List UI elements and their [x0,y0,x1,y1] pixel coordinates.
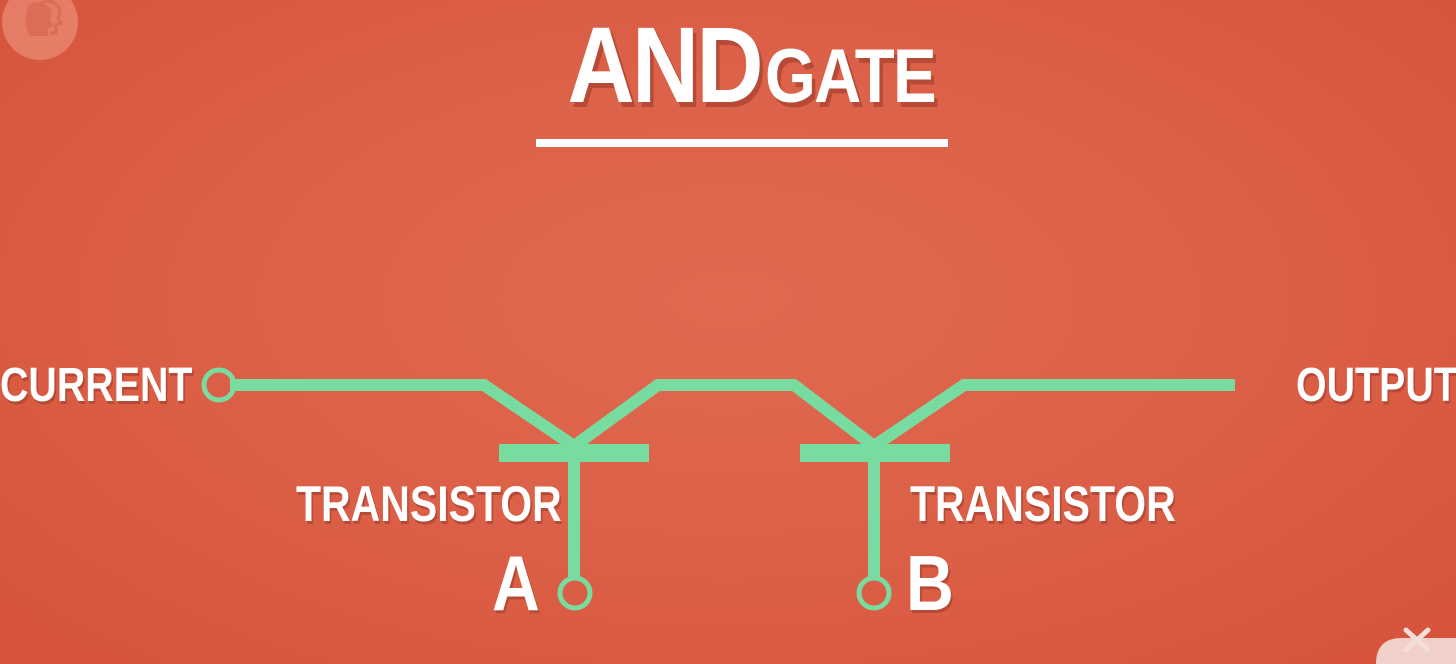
title-main: AND [567,4,763,125]
output-label: OUTPUT [1296,359,1456,412]
transistor-b-label: TRANSISTOR [910,476,1176,532]
x-close-icon[interactable] [1376,624,1456,664]
transistor-a-label: TRANSISTOR [296,476,562,532]
title-underline [536,139,948,147]
pbs-logo-icon [2,0,78,60]
current-terminal-icon [201,367,237,403]
transistor-b-bar [800,444,950,462]
current-label: CURRENT [0,359,193,412]
transistor-a-terminal-icon [557,575,593,611]
transistor-a-bar [499,444,649,462]
current-wire [230,379,1235,454]
transistor-a-letter: A [492,539,540,627]
title-sub: GATE [764,34,937,119]
diagram-title: ANDGATE [536,10,948,120]
transistor-b-letter: B [906,539,954,627]
transistor-b-terminal-icon [856,575,892,611]
